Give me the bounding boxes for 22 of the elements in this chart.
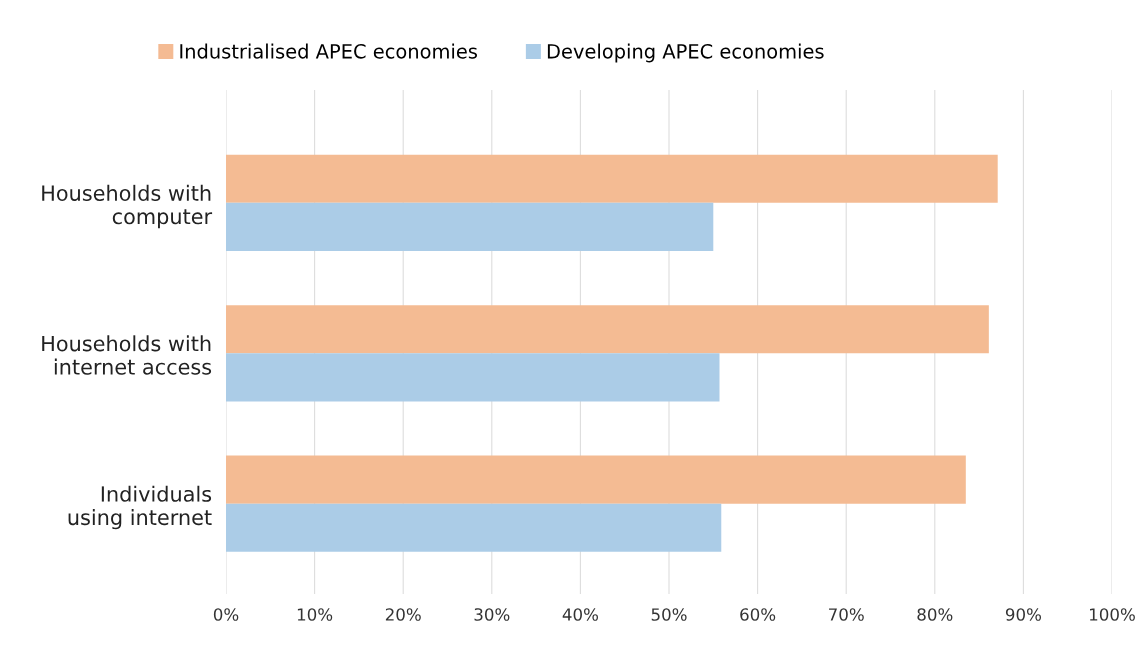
legend-label: Developing APEC economies [547, 43, 824, 63]
y-tick-label: Households with internet access [42, 335, 212, 375]
x-tick-label: 0% [213, 608, 239, 621]
bar [226, 154, 998, 203]
bar [226, 455, 966, 504]
x-tick-label: 100% [1090, 608, 1135, 621]
y-tick-label: Households with computer [42, 184, 213, 229]
x-tick-label: 20% [385, 608, 421, 621]
bar [226, 353, 720, 402]
x-tick-label: 90% [1005, 608, 1041, 621]
x-tick-label: 10% [297, 608, 333, 621]
x-tick-label: 30% [474, 608, 510, 621]
x-tick-label: 50% [651, 608, 687, 621]
y-tick-label: Individuals using internet [68, 485, 212, 530]
x-tick-label: 40% [562, 608, 598, 621]
x-tick-label: 80% [917, 608, 953, 621]
x-tick-label: 60% [740, 608, 776, 621]
legend-label: Industrialised APEC economies [180, 43, 477, 59]
x-tick-label: 70% [829, 608, 864, 621]
bar [226, 503, 722, 552]
bar [226, 305, 989, 354]
bar [226, 202, 714, 251]
